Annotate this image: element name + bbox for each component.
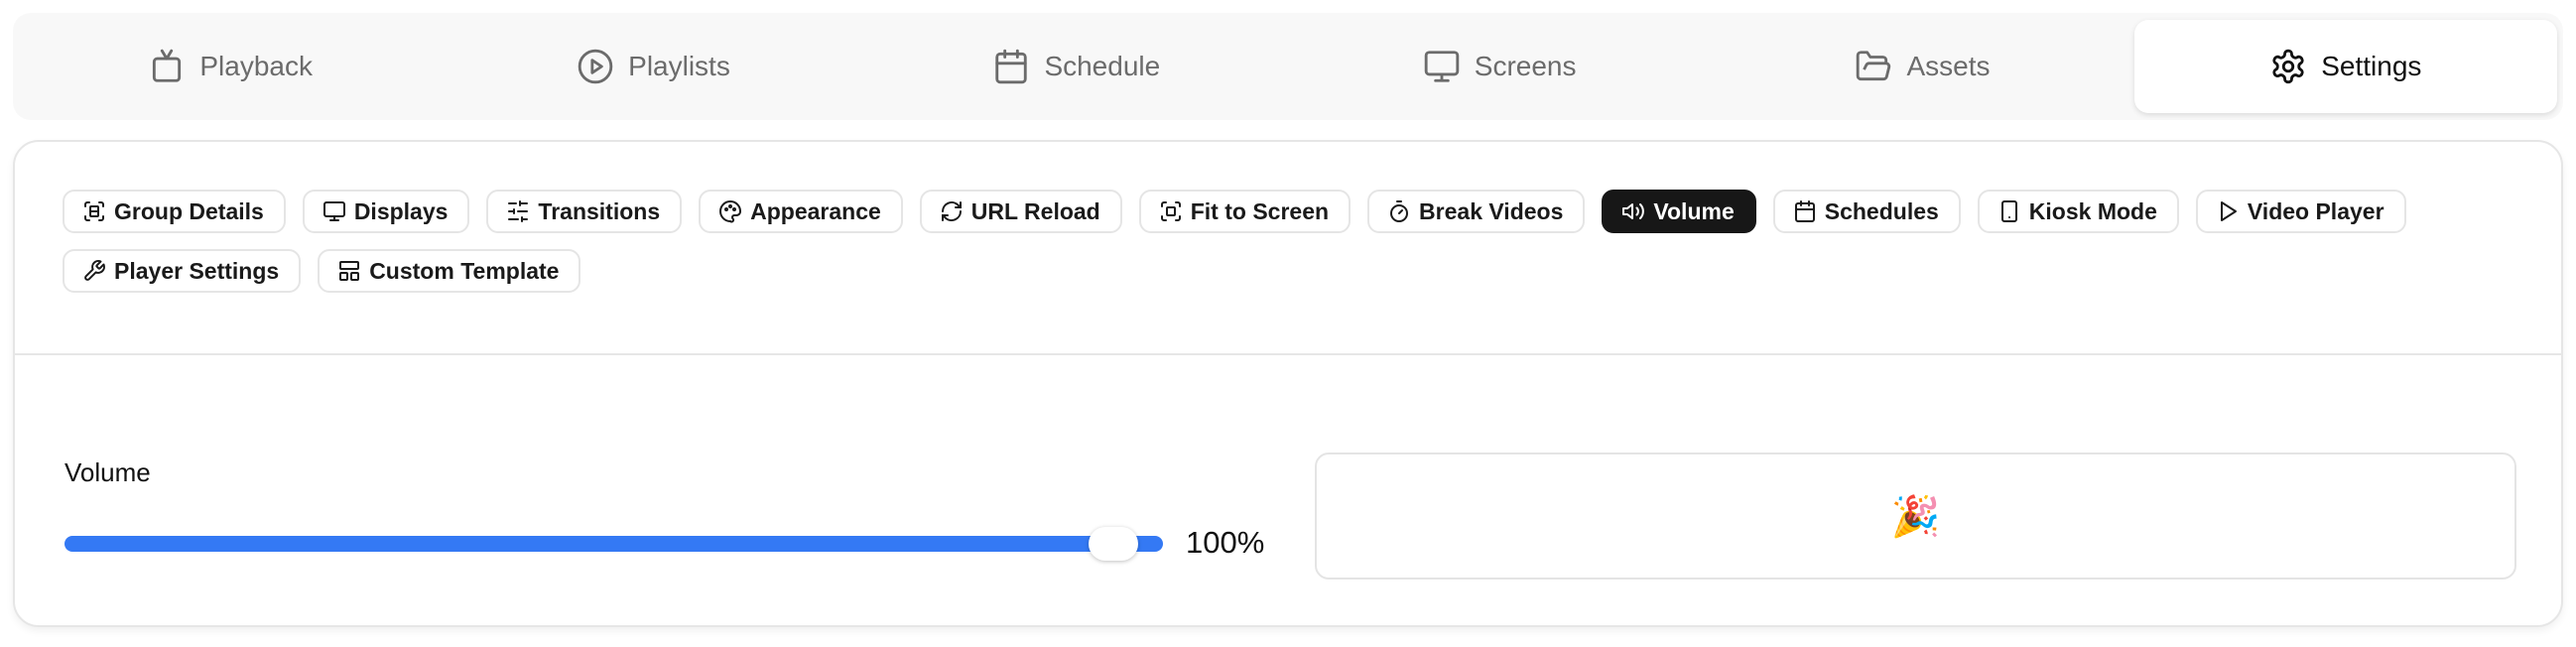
folder-open-icon <box>1857 51 1891 81</box>
chip-label: Kiosk Mode <box>2028 197 2157 224</box>
chip-label: Video Player <box>2247 197 2384 224</box>
play-circle-icon <box>578 49 613 84</box>
volume-slider-thumb[interactable] <box>1089 527 1138 561</box>
main-tab-bar: Playback Playlists Schedule Screens Asse… <box>13 13 2563 120</box>
tab-schedule[interactable]: Schedule <box>865 20 1288 113</box>
tab-label: Assets <box>1906 51 1991 81</box>
chip-label: Group Details <box>114 197 264 224</box>
chip-label: Player Settings <box>114 257 280 284</box>
settings-card: Group Details Displays Transitions Appea… <box>13 140 2563 627</box>
chip-label: Transitions <box>538 197 661 224</box>
chip-schedules[interactable]: Schedules <box>1772 190 1961 233</box>
volume-icon <box>1622 203 1645 219</box>
chip-label: Volume <box>1653 197 1735 224</box>
tv-icon <box>153 49 182 82</box>
calendar-icon <box>1794 200 1815 222</box>
play-icon <box>2220 201 2237 221</box>
tab-screens[interactable]: Screens <box>1288 20 1711 113</box>
tab-playlists[interactable]: Playlists <box>442 20 864 113</box>
chip-player-settings[interactable]: Player Settings <box>63 249 302 293</box>
chip-volume[interactable]: Volume <box>1602 190 1756 233</box>
chip-appearance[interactable]: Appearance <box>699 190 903 233</box>
monitor-icon <box>322 201 345 221</box>
tab-label: Schedule <box>1044 51 1161 81</box>
chip-label: Appearance <box>750 197 881 224</box>
chip-label: URL Reload <box>970 197 1100 224</box>
chip-fit-to-screen[interactable]: Fit to Screen <box>1138 190 1352 233</box>
tab-label: Settings <box>2321 51 2422 81</box>
chip-label: Fit to Screen <box>1190 197 1330 224</box>
calendar-icon <box>995 49 1028 84</box>
chip-url-reload[interactable]: URL Reload <box>919 190 1122 233</box>
scan-icon <box>1160 201 1181 221</box>
timer-icon <box>1390 200 1409 222</box>
chip-kiosk-mode[interactable]: Kiosk Mode <box>1977 190 2179 233</box>
volume-label: Volume <box>64 457 151 487</box>
tablet-icon <box>2000 200 2017 222</box>
tab-label: Playlists <box>628 51 730 81</box>
tab-label: Playback <box>199 51 313 81</box>
palette-icon <box>719 200 742 223</box>
volume-slider-track[interactable] <box>64 536 1163 552</box>
settings-section-chips: Group Details Displays Transitions Appea… <box>63 190 2504 293</box>
refresh-icon <box>941 201 962 221</box>
divider <box>15 353 2561 355</box>
chip-label: Custom Template <box>369 257 560 284</box>
chip-group-details[interactable]: Group Details <box>63 190 286 233</box>
chip-break-videos[interactable]: Break Videos <box>1367 190 1586 233</box>
chip-label: Schedules <box>1824 197 1939 224</box>
volume-preview-box: 🎉 <box>1315 453 2516 580</box>
chip-displays[interactable]: Displays <box>302 190 470 233</box>
tab-assets[interactable]: Assets <box>1711 20 2133 113</box>
tab-settings[interactable]: Settings <box>2133 20 2557 113</box>
monitor-icon <box>1424 51 1460 82</box>
chip-label: Displays <box>353 197 449 224</box>
tab-playback[interactable]: Playback <box>19 20 442 113</box>
wrench-icon <box>84 260 105 281</box>
chip-transitions[interactable]: Transitions <box>486 190 683 233</box>
layout-icon <box>339 261 360 281</box>
chip-label: Break Videos <box>1419 197 1564 224</box>
chip-custom-template[interactable]: Custom Template <box>318 249 581 293</box>
chip-video-player[interactable]: Video Player <box>2195 190 2406 233</box>
party-popper-icon: 🎉 <box>1890 494 1941 539</box>
gear-icon <box>2272 49 2304 84</box>
sliders-icon <box>508 200 529 222</box>
scan-face-icon <box>84 201 104 221</box>
volume-value: 100% <box>1186 525 1265 560</box>
tab-label: Screens <box>1474 51 1577 81</box>
